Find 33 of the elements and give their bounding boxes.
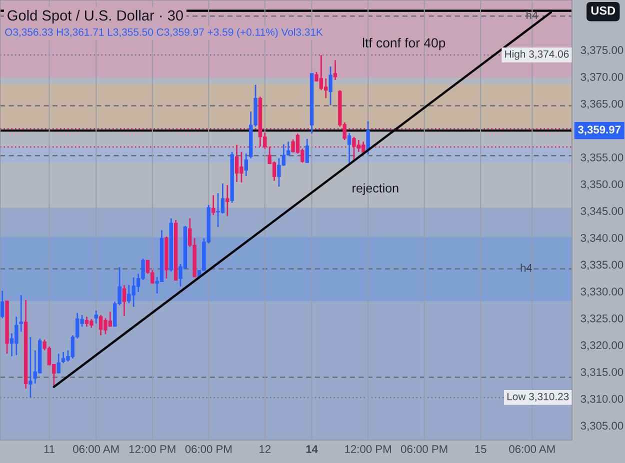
y-tick-label: 3,310.00 xyxy=(580,394,624,404)
ref-line-label: Low 3,310.23 xyxy=(507,392,569,402)
y-tick-label: 3,345.00 xyxy=(580,207,624,216)
annotation: ltf conf for 40p xyxy=(362,38,446,50)
text: Gold Spot / U.S. Dollar · 30 xyxy=(8,10,183,24)
x-tick-label: 06:00 PM xyxy=(185,445,232,454)
y-tick-label: 3,355.00 xyxy=(580,153,624,163)
ref-line-label: High 3,374.06 xyxy=(505,50,569,60)
y-tick-label: 3,305.00 xyxy=(580,422,624,431)
y-tick-label: 3,365.00 xyxy=(580,100,624,110)
y-tick-label: 3,330.00 xyxy=(580,288,624,297)
y-tick-label: 3,320.00 xyxy=(580,341,624,350)
x-tick-label: 06:00 AM xyxy=(509,445,555,454)
x-tick-label: 12:00 PM xyxy=(129,445,176,454)
text: USD xyxy=(591,6,616,15)
x-tick-label: 14 xyxy=(306,445,318,453)
x-tick-label: 12:00 PM xyxy=(345,445,391,454)
y-tick-label: 3,350.00 xyxy=(580,180,624,190)
x-tick-label: 06:00 PM xyxy=(400,445,448,454)
x-tick-label: 11 xyxy=(44,445,54,453)
y-tick-label: 3,340.00 xyxy=(580,234,624,244)
annotation: rejection xyxy=(352,183,398,196)
ref-line-label: 3,359.97 xyxy=(578,126,620,136)
x-tick-label: 06:00 AM xyxy=(73,445,119,454)
x-tick-label: 12 xyxy=(260,445,271,453)
y-tick-label: 3,370.00 xyxy=(580,73,624,82)
y-tick-label: 3,325.00 xyxy=(580,314,624,324)
y-tick-label: 3,375.00 xyxy=(580,46,624,56)
ref-line-label: h4 xyxy=(520,264,532,272)
y-tick-label: 3,335.00 xyxy=(580,260,624,270)
text: O3,356.33 H3,361.71 L3,355.50 C3,359.97 +3.59 (+0.11%) Vol3.31K xyxy=(5,28,323,38)
y-tick-label: 3,315.00 xyxy=(580,368,624,378)
x-tick-label: 15 xyxy=(475,445,486,454)
